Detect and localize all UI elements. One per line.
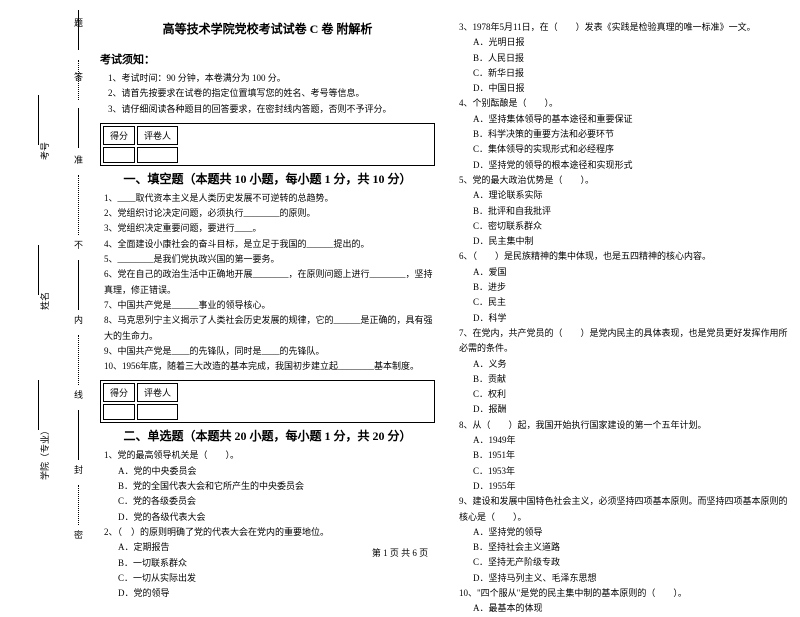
score-box: 得分评卷人	[100, 380, 435, 423]
mc-option: A．坚持集体领导的基本途径和重要保证	[473, 112, 790, 127]
mc-stem: 1、党的最高领导机关是（ ）。	[104, 448, 435, 463]
mc-option: C．新华日报	[473, 66, 790, 81]
mark-label: 准	[72, 155, 85, 164]
grader-blank	[137, 147, 178, 163]
right-column: 3、1978年5月11日，在（ ）发表《实践是检验真理的唯一标准》一文。 A．光…	[455, 20, 790, 540]
field-college: 学院（专业）	[38, 426, 51, 480]
mc-option: B．科学决策的重要方法和必要环节	[473, 127, 790, 142]
mc-option: A．坚持党的领导	[473, 525, 790, 540]
notice-line: 1、考试时间：90 分钟，本卷满分为 100 分。	[108, 71, 435, 86]
field-name: 姓名	[38, 292, 51, 310]
mc-option: B．党的全国代表大会和它所产生的中央委员会	[118, 479, 435, 494]
cut-line	[78, 175, 79, 235]
mc-option: D．民主集中制	[473, 234, 790, 249]
section2-title: 二、单选题（本题共 20 小题，每小题 1 分，共 20 分）	[100, 427, 435, 444]
mc-stem: 3、1978年5月11日，在（ ）发表《实践是检验真理的唯一标准》一文。	[459, 20, 790, 35]
cut-line	[78, 485, 79, 525]
field-exam-id: 考号	[38, 142, 51, 160]
mc-option: D．报酬	[473, 402, 790, 417]
binding-column: 题 答 准 不 内 线 封 密 考号 姓名 学院（专业）	[0, 0, 90, 565]
fill-item: 8、马克思列宁主义揭示了人类社会历史发展的规律，它的______是正确的，具有强…	[104, 313, 435, 344]
mc-option: A．1949年	[473, 433, 790, 448]
mc-option: A．最基本的体现	[473, 601, 790, 616]
fill-item: 2、党组织讨论决定问题，必须执行________的原则。	[104, 206, 435, 221]
mc-option: C．集体领导的实现形式和必经程序	[473, 142, 790, 157]
fill-item: 7、中国共产党是______事业的领导核心。	[104, 298, 435, 313]
mc-option: C．党的各级委员会	[118, 494, 435, 509]
score-cell: 得分	[103, 126, 135, 145]
mc-stem: 5、党的最大政治优势是（ ）。	[459, 173, 790, 188]
notice-line: 2、请首先按要求在试卷的指定位置填写您的姓名、考号等信息。	[108, 86, 435, 101]
mc-option: C．民主	[473, 295, 790, 310]
paper-title: 高等技术学院党校考试试卷 C 卷 附解析	[100, 20, 435, 37]
fill-item: 9、中国共产党是____的先锋队，同时是____的先锋队。	[104, 344, 435, 359]
mc-option: D．科学	[473, 311, 790, 326]
mc-option: A．理论联系实际	[473, 188, 790, 203]
cut-line	[78, 260, 79, 310]
mc-option: C．1953年	[473, 464, 790, 479]
mc-option: B．进步	[473, 280, 790, 295]
cut-line	[78, 410, 79, 460]
section1-title: 一、填空题（本题共 10 小题，每小题 1 分，共 10 分）	[100, 170, 435, 187]
fill-item: 3、党组织决定重要问题，要进行____。	[104, 221, 435, 236]
mc-option: B．1951年	[473, 448, 790, 463]
mc-option: B．人民日报	[473, 51, 790, 66]
field-blank	[38, 380, 39, 430]
mc-option: A．爱国	[473, 265, 790, 280]
mc-option: C．一切从实际出发	[118, 571, 435, 586]
mark-label: 内	[72, 315, 85, 324]
grader-blank	[137, 404, 178, 420]
mc-option: A．党的中央委员会	[118, 464, 435, 479]
grader-cell: 评卷人	[137, 383, 178, 402]
notice-header: 考试须知：	[100, 51, 435, 67]
mc-stem: 4、个别酝酿是（ ）。	[459, 96, 790, 111]
mc-option: A．义务	[473, 357, 790, 372]
mc-option: D．党的各级代表大会	[118, 510, 435, 525]
mc-stem: 6、（ ）是民族精神的集中体现，也是五四精神的核心内容。	[459, 249, 790, 264]
mark-label: 密	[72, 530, 85, 539]
score-box: 得分评卷人	[100, 123, 435, 166]
score-cell: 得分	[103, 383, 135, 402]
field-blank	[38, 95, 39, 145]
field-blank	[38, 245, 39, 295]
mc-stem: 2、（ ）的原则明确了党的代表大会在党内的重要地位。	[104, 525, 435, 540]
fill-item: 5、________是我们党执政兴国的第一要务。	[104, 252, 435, 267]
mark-label: 不	[72, 240, 85, 249]
score-blank	[103, 404, 135, 420]
mc-stem: 7、在党内，共产党员的（ ）是党内民主的具体表现，也是党员更好发挥作用所必需的条…	[459, 326, 790, 357]
mark-label: 线	[72, 390, 85, 399]
mc-option: B．贡献	[473, 372, 790, 387]
mc-option: C．权利	[473, 387, 790, 402]
mc-stem: 8、从（ ）起，我国开始执行国家建设的第一个五年计划。	[459, 418, 790, 433]
mc-stem: 10、"四个服从"是党的民主集中制的基本原则的（ ）。	[459, 586, 790, 601]
grader-cell: 评卷人	[137, 126, 178, 145]
mc-option: A．光明日报	[473, 35, 790, 50]
mc-option: C．密切联系群众	[473, 219, 790, 234]
mc-option: D．坚持党的领导的根本途径和实现形式	[473, 158, 790, 173]
mc-option: D．坚持马列主义、毛泽东思想	[473, 571, 790, 586]
fill-item: 10、1956年底，随着三大改造的基本完成，我国初步建立起________基本制…	[104, 359, 435, 374]
mark-label: 封	[72, 465, 85, 474]
page-footer: 第 1 页 共 6 页	[0, 546, 800, 559]
content-area: 高等技术学院党校考试试卷 C 卷 附解析 考试须知： 1、考试时间：90 分钟，…	[100, 20, 790, 540]
mc-option: D．党的领导	[118, 586, 435, 601]
mc-stem: 9、建设和发展中国特色社会主义，必须坚持四项基本原则。而坚持四项基本原则的核心是…	[459, 494, 790, 525]
cut-line	[78, 10, 79, 50]
mc-option: B．批评和自我批评	[473, 204, 790, 219]
cut-line	[78, 108, 79, 148]
notice-line: 3、请仔细阅读各种题目的回答要求，在密封线内答题，否则不予评分。	[108, 102, 435, 117]
mc-option: D．中国日报	[473, 81, 790, 96]
cut-line	[78, 335, 79, 385]
fill-item: 1、____取代资本主义是人类历史发展不可逆转的总趋势。	[104, 191, 435, 206]
fill-item: 6、党在自己的政治生活中正确地开展________，在原则问题上进行______…	[104, 267, 435, 298]
fill-item: 4、全面建设小康社会的奋斗目标，是立足于我国的______提出的。	[104, 237, 435, 252]
mark-label: 答	[72, 72, 85, 81]
score-blank	[103, 147, 135, 163]
mc-option: D．1955年	[473, 479, 790, 494]
left-column: 高等技术学院党校考试试卷 C 卷 附解析 考试须知： 1、考试时间：90 分钟，…	[100, 20, 435, 540]
mark-label: 题	[72, 18, 85, 27]
